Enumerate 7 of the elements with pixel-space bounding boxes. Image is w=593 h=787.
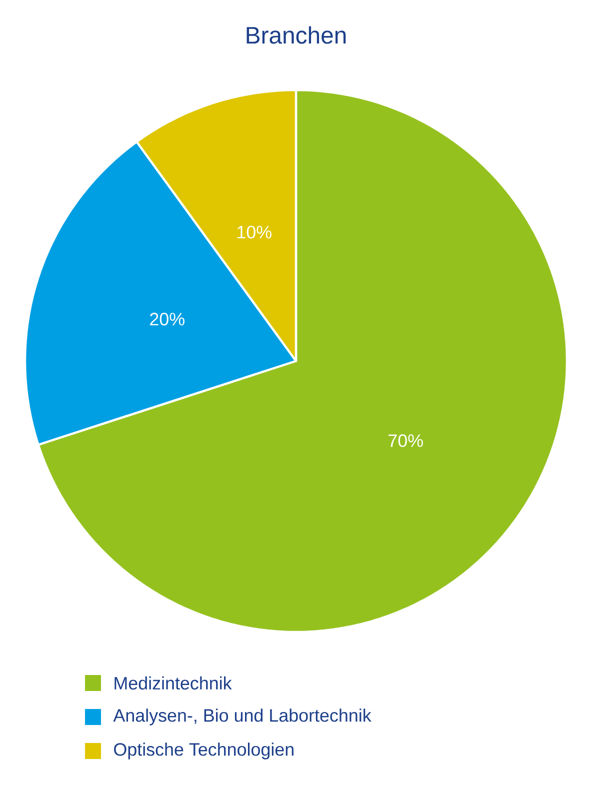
chart-title: Branchen [246,26,346,44]
legend-label: Optische Technologien [114,742,294,760]
data-label: 70% [388,434,423,447]
legend-label: Analysen-, Bio und Labortechnik [113,708,372,726]
legend-label: Medizintechnik [114,676,232,690]
data-label: 20% [150,312,184,326]
data-label: 10% [238,226,272,238]
